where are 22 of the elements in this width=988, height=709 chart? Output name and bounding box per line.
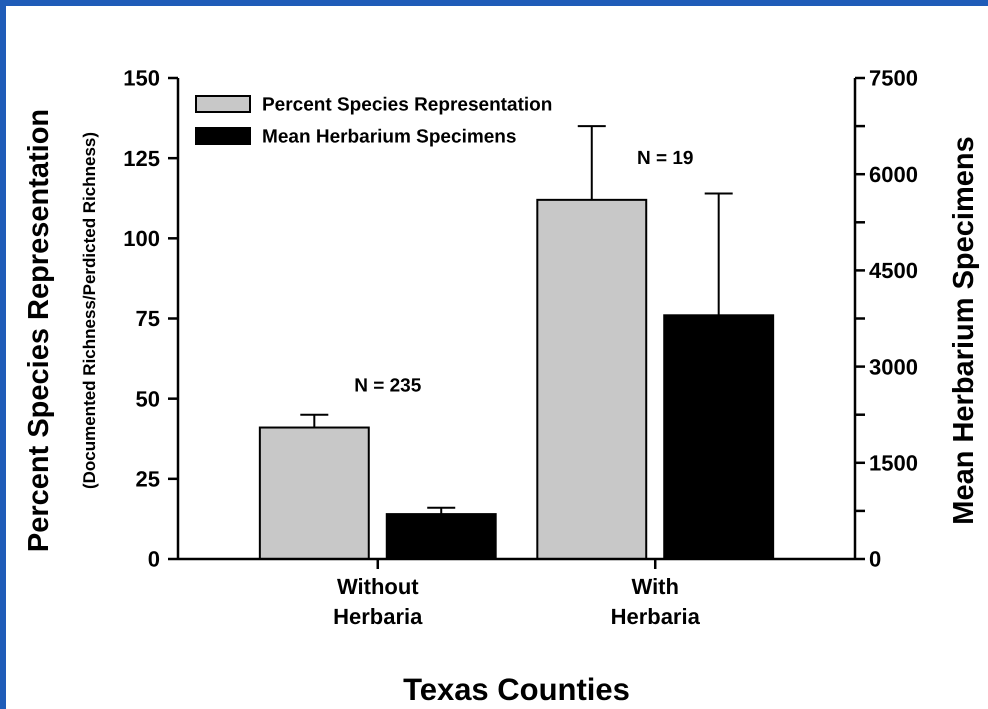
x-tick-label: Without Herbaria [333,574,424,629]
y-tick-label: 125 [123,146,160,171]
y2-tick-label: 3000 [869,354,918,380]
x-tick-label: With Herbaria [610,574,701,629]
x-axis-title: Texas Counties [403,672,630,707]
y2-tick-label: 4500 [869,258,918,284]
y2-tick-label: 7500 [869,66,918,91]
y-tick-label: 75 [136,306,160,332]
y-axis-title: Percent Species Representation (Documented Richness/Perdicted Richness) [23,108,99,552]
legend-label: Percent Species Representation [262,94,552,116]
y2-tick-label: 1500 [869,450,918,476]
y-tick-label: 25 [136,466,160,492]
y2-axis-title: Mean Herbarium Specimens [948,136,980,525]
y-tick-label: 50 [136,386,160,412]
annotation: N = 235 [354,376,422,397]
y2-tick-label: 0 [869,546,882,572]
y-tick-label: 150 [123,66,160,91]
legend-label: Mean Herbarium Specimens [262,126,516,148]
y-tick-label: 100 [123,226,160,252]
annotation: N = 19 [636,148,694,169]
y-tick-label: 0 [148,546,160,572]
y2-tick-label: 6000 [869,162,918,187]
